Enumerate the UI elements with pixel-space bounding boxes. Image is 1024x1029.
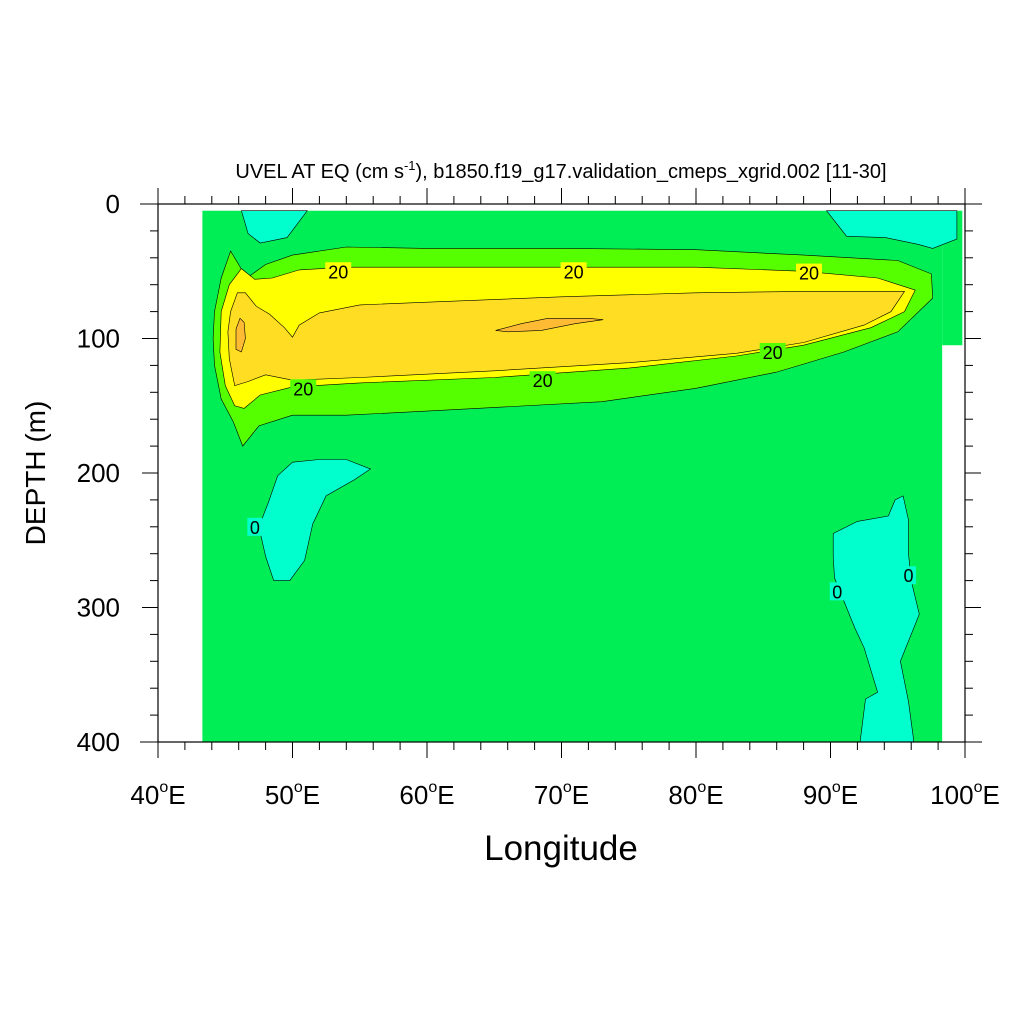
title-main: UVEL AT EQ (cm s bbox=[235, 161, 404, 183]
contour-label: 20 bbox=[328, 262, 348, 282]
negative-region-top-left bbox=[240, 210, 308, 244]
title-superscript: -1 bbox=[404, 158, 416, 173]
x-tick-label: 50oE bbox=[265, 779, 320, 810]
negative-region-mid-left bbox=[258, 459, 372, 581]
y-tick-label: 200 bbox=[77, 458, 120, 488]
x-tick-label: 40oE bbox=[130, 779, 185, 810]
contour-label-bg bbox=[560, 262, 587, 281]
contour-labels: 20 20 20 20 20 20 0 0 0 bbox=[247, 262, 917, 602]
y-tick-label: 100 bbox=[77, 324, 120, 354]
contour-label: 0 bbox=[832, 582, 842, 602]
y-tick-label: 400 bbox=[77, 727, 120, 757]
ocean-fill-east bbox=[942, 210, 963, 346]
contour-region-30 bbox=[227, 291, 906, 386]
contour-label: 20 bbox=[533, 371, 553, 391]
x-tick-label: 80oE bbox=[668, 779, 723, 810]
contour-label: 0 bbox=[904, 566, 914, 586]
contour-label-bg bbox=[829, 582, 845, 601]
contour-label-bg bbox=[290, 379, 317, 398]
contour-label: 20 bbox=[564, 262, 584, 282]
contour-label-bg bbox=[529, 371, 556, 390]
contour-label: 20 bbox=[799, 264, 819, 284]
contour-region-40-central bbox=[495, 317, 604, 333]
x-tick-label: 90oE bbox=[803, 779, 858, 810]
y-axis-label: DEPTH (m) bbox=[20, 401, 51, 546]
negative-region-bottom-right bbox=[832, 495, 920, 743]
contour-label-bg bbox=[247, 517, 263, 536]
contour-region-40-west bbox=[235, 317, 246, 353]
x-tick-label: 60oE bbox=[399, 779, 454, 810]
negative-region-top-right bbox=[825, 210, 958, 249]
title-rest: ), b1850.f19_g17.validation_cmeps_xgrid.… bbox=[416, 161, 887, 183]
contour-label: 20 bbox=[763, 343, 783, 363]
chart-title: UVEL AT EQ (cm s-1), b1850.f19_g17.valid… bbox=[235, 158, 886, 183]
contour-label-bg bbox=[795, 263, 822, 282]
x-tick-label: 70oE bbox=[534, 779, 589, 810]
contour-fills bbox=[202, 210, 963, 743]
contour-label-bg bbox=[759, 342, 786, 361]
contour-label-bg bbox=[325, 262, 352, 281]
y-tick-label: 0 bbox=[106, 189, 120, 219]
x-axis-label: Longitude bbox=[484, 829, 638, 868]
x-tick-label: 100oE bbox=[930, 779, 1000, 810]
contour-label: 20 bbox=[293, 379, 313, 399]
contour-label-bg bbox=[901, 566, 917, 585]
axis-ticks: 40oE 50oE 60oE 70oE 80oE 90oE 100oE01002003004… bbox=[77, 188, 1000, 810]
contour-label: 0 bbox=[250, 518, 260, 538]
y-tick-label: 300 bbox=[77, 593, 120, 623]
